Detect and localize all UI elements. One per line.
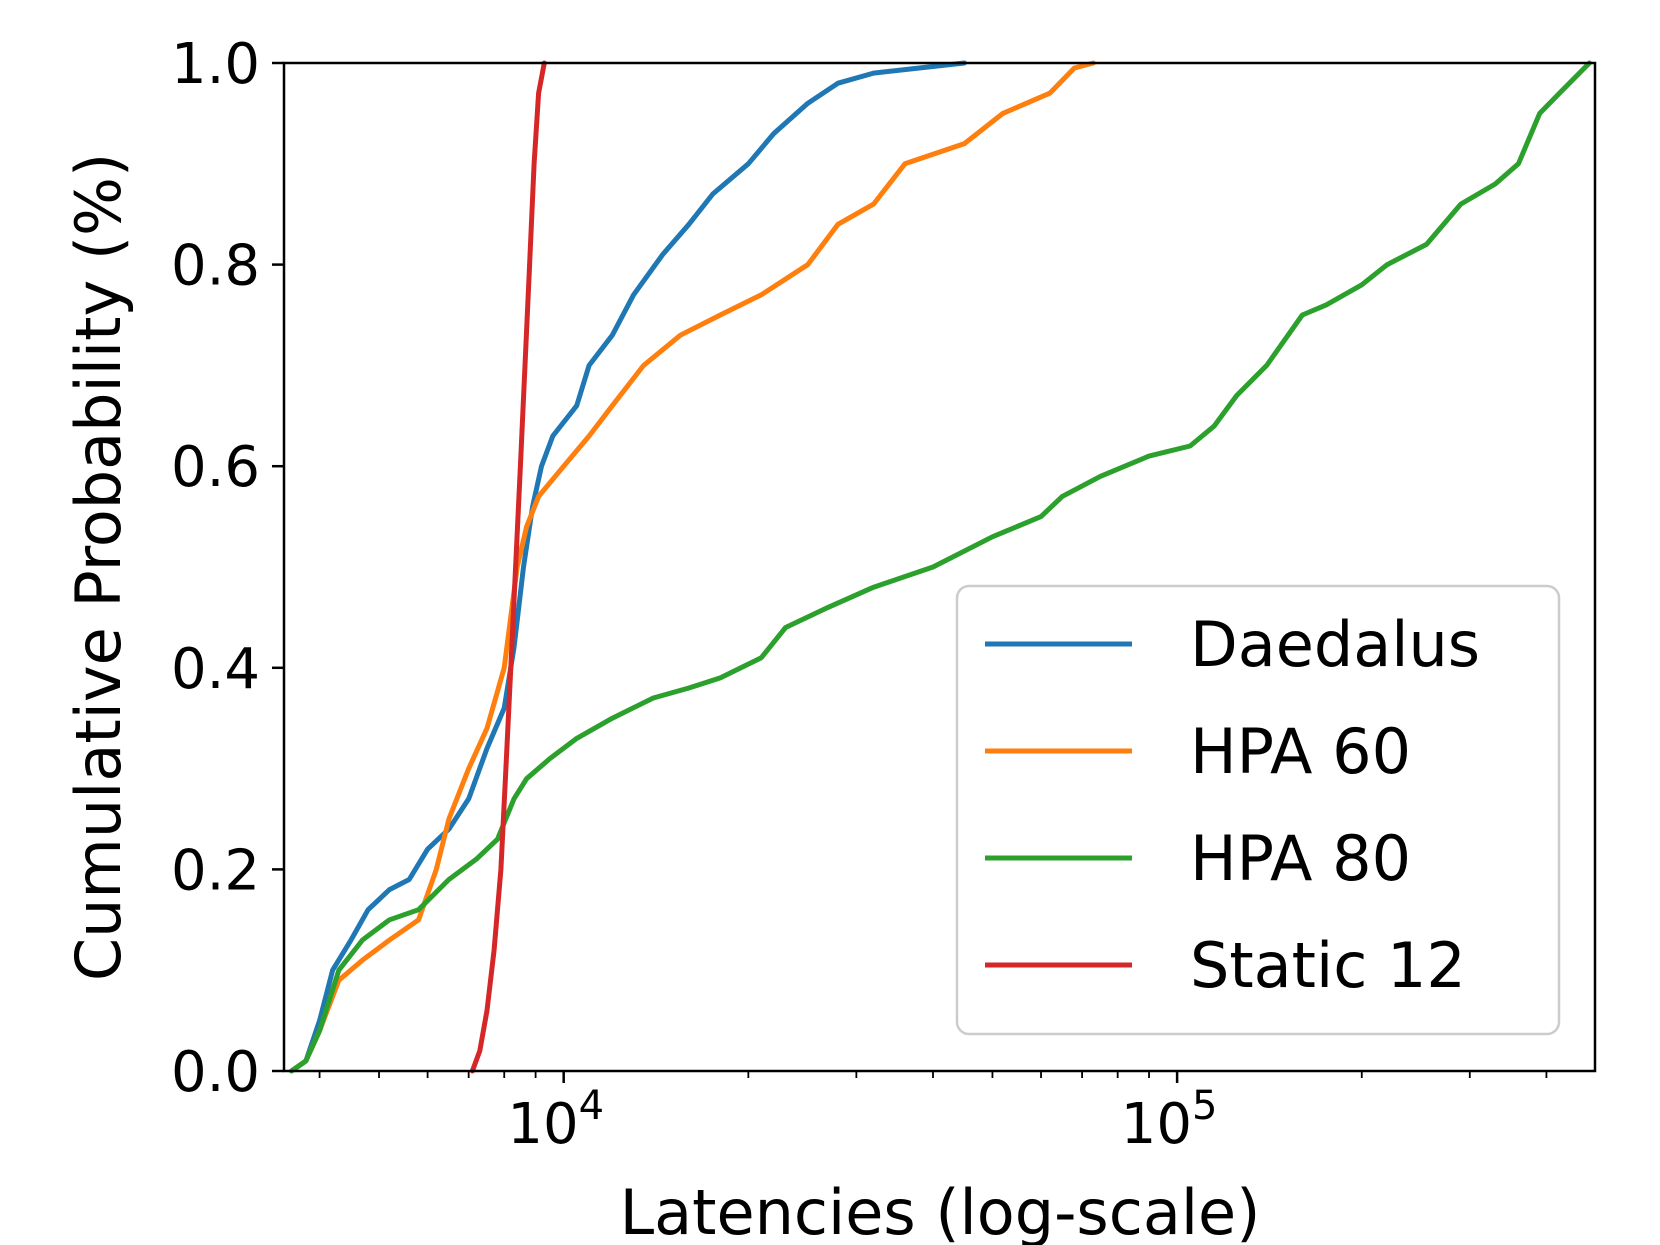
y-axis-label: Cumulative Probability (%) bbox=[62, 153, 135, 981]
x-tick-exponent: 5 bbox=[1192, 1083, 1217, 1129]
y-tick-label: 0.8 bbox=[171, 234, 260, 299]
series-line-hpa-60 bbox=[289, 60, 1096, 1074]
y-tick-label: 0.2 bbox=[171, 838, 260, 903]
y-tick-label: 0.4 bbox=[171, 637, 260, 702]
legend-label-hpa-60: HPA 60 bbox=[1190, 715, 1411, 788]
plot-frame bbox=[282, 61, 1597, 1073]
legend-label-daedalus: Daedalus bbox=[1190, 608, 1480, 681]
series-line-daedalus bbox=[289, 60, 967, 1074]
y-axis: 0.0 0.2 0.4 0.6 0.8 1.0 bbox=[171, 32, 284, 1105]
legend-label-static-12: Static 12 bbox=[1190, 929, 1466, 1002]
legend: Daedalus HPA 60 HPA 80 Static 12 bbox=[955, 584, 1561, 1036]
legend-box bbox=[955, 584, 1561, 1036]
series-line-hpa-80 bbox=[289, 60, 1592, 1074]
legend-label-hpa-80: HPA 80 bbox=[1190, 822, 1411, 895]
y-tick-label: 0.6 bbox=[171, 435, 260, 500]
x-tick-exponent: 4 bbox=[579, 1083, 604, 1129]
series-line-static-12 bbox=[469, 60, 547, 1074]
x-axis-label: Latencies (log-scale) bbox=[620, 1176, 1261, 1245]
y-tick-label: 0.0 bbox=[171, 1040, 260, 1105]
x-axis: 104 105 bbox=[318, 1071, 1548, 1157]
y-tick-label: 1.0 bbox=[171, 32, 260, 97]
series-layer bbox=[289, 60, 1592, 1074]
